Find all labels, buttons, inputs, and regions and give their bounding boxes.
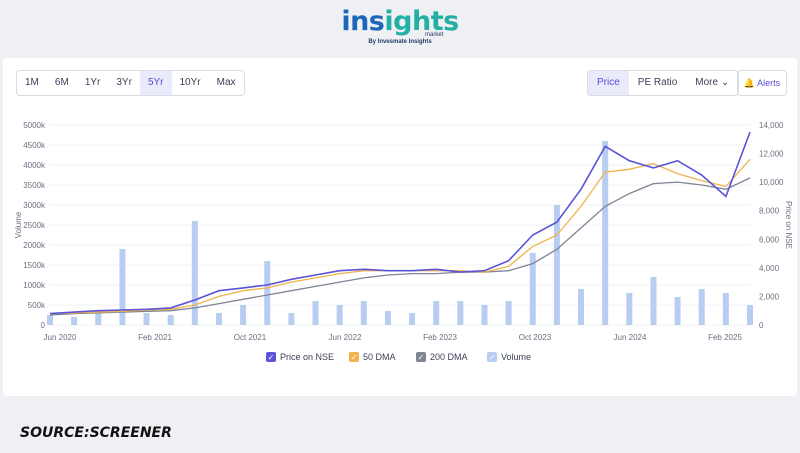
chart-card: 1M 6M 1Yr 3Yr 5Yr 10Yr Max Price PE Ratio More… <box>3 58 797 396</box>
y-left-tick-label: 5000k <box>23 121 46 130</box>
volume-bar <box>215 313 222 325</box>
legend-swatch <box>416 352 426 362</box>
volume-bar <box>336 305 343 325</box>
bell-icon: 🔔 <box>743 78 756 88</box>
y-right-tick-label: 0 <box>759 321 764 330</box>
x-tick-label: Feb 2021 <box>138 333 172 342</box>
range-5yr[interactable]: 5Yr <box>139 71 172 95</box>
brand-logo: insights By Invesmate Insights <box>0 6 800 46</box>
y-left-tick-label: 1000k <box>23 281 46 290</box>
dma200-line <box>49 177 751 316</box>
volume-bar <box>360 301 367 325</box>
y-left-tick-label: 4500k <box>23 141 46 150</box>
legend-item: 200 DMA <box>430 352 468 362</box>
checkbox-icon: ✓ <box>418 353 425 362</box>
volume-bar <box>119 249 126 325</box>
volume-bar <box>553 205 560 325</box>
range-3yr[interactable]: 3Yr <box>116 77 132 88</box>
volume-bar <box>626 293 633 325</box>
checkbox-icon: ✓ <box>489 353 496 362</box>
range-1yr[interactable]: 1Yr <box>84 77 101 88</box>
y-left-tick-label: 1500k <box>23 261 46 270</box>
volume-bar <box>529 253 536 325</box>
legend-item: Price on NSE <box>280 352 334 362</box>
volume-bar <box>747 305 753 325</box>
x-tick-label: Jun 2020 <box>44 333 77 342</box>
tab-more[interactable]: More ⌄ <box>686 71 738 95</box>
volume-bar <box>650 277 657 325</box>
volume-bar <box>457 301 464 325</box>
y-left-axis-label: Volume <box>14 211 23 238</box>
y-right-axis-label: Price on NSE <box>784 201 793 249</box>
tab-price[interactable]: Price <box>588 71 629 95</box>
x-tick-label: Feb 2023 <box>423 333 457 342</box>
range-max[interactable]: Max <box>216 77 236 88</box>
price-line <box>49 131 751 315</box>
checkbox-icon: ✓ <box>351 353 358 362</box>
stock-chart: 0 500k 1000k 1500k 2000k 2500k 3000k 3500k 4000k… <box>14 121 793 362</box>
checkbox-icon: ✓ <box>268 353 275 362</box>
y-right-tick-label: 14,000 <box>759 121 784 130</box>
volume-bar <box>264 261 271 325</box>
y-left-tick-label: 3000k <box>23 201 46 210</box>
y-left-tick-label: 3500k <box>23 181 46 190</box>
range-selector: 1M 6M 1Yr 3Yr 5Yr 10Yr Max <box>16 70 245 96</box>
volume-bar <box>288 313 295 325</box>
volume-bar <box>505 301 512 325</box>
chevron-down-icon: ⌄ <box>720 77 730 88</box>
x-tick-label: Jun 2024 <box>614 333 647 342</box>
dma50-line <box>49 158 751 315</box>
volume-bar <box>602 141 609 325</box>
range-10yr[interactable]: 10Yr <box>179 77 201 88</box>
legend-item: Volume <box>501 352 531 362</box>
y-left-tick-label: 2000k <box>23 241 46 250</box>
legend-swatch <box>266 352 276 362</box>
volume-bar <box>47 315 53 325</box>
volume-bar <box>578 289 585 325</box>
volume-bar <box>95 313 102 325</box>
brand-wordmark: insights <box>341 6 459 37</box>
y-left-tick-label: 4000k <box>23 161 46 170</box>
brand-tag: market <box>425 32 444 38</box>
volume-bar <box>191 221 198 325</box>
legend-swatch <box>349 352 359 362</box>
range-1m[interactable]: 1M <box>25 77 39 88</box>
volume-bar <box>481 305 488 325</box>
x-tick-label: Feb 2025 <box>708 333 742 342</box>
volume-bar <box>409 313 416 325</box>
y-left-tick-label: 500k <box>28 301 46 310</box>
y-right-tick-label: 6,000 <box>759 235 780 244</box>
tab-pe-ratio[interactable]: PE Ratio <box>637 77 678 88</box>
volume-bar <box>71 317 78 325</box>
y-right-tick-label: 8,000 <box>759 207 780 216</box>
alerts-button[interactable]: 🔔 Alerts <box>737 70 787 96</box>
volume-bar <box>698 289 705 325</box>
volume-bar <box>312 301 319 325</box>
y-right-tick-label: 12,000 <box>759 150 784 159</box>
volume-bar <box>433 301 440 325</box>
volume-bar <box>167 315 174 325</box>
brand-byline: By Invesmate Insights <box>368 39 432 45</box>
y-right-tick-label: 4,000 <box>759 264 780 273</box>
x-tick-label: Oct 2021 <box>234 333 267 342</box>
volume-bar <box>722 293 729 325</box>
legend-swatch <box>487 352 497 362</box>
y-right-tick-label: 10,000 <box>759 178 784 187</box>
x-tick-label: Jun 2022 <box>329 333 362 342</box>
volume-bar <box>240 305 247 325</box>
volume-bar <box>384 311 391 325</box>
x-tick-label: Oct 2023 <box>519 333 552 342</box>
alerts-label: Alerts <box>757 78 781 88</box>
metric-selector: Price PE Ratio More ⌄ <box>587 70 740 96</box>
source-caption: SOURCE:SCREENER <box>20 425 172 441</box>
y-left-tick-label: 2500k <box>23 221 46 230</box>
volume-bar <box>674 297 681 325</box>
y-right-tick-label: 2,000 <box>759 292 780 301</box>
tab-more-label: More <box>695 77 719 88</box>
legend-item: 50 DMA <box>363 352 396 362</box>
volume-bar <box>143 313 150 325</box>
y-left-tick-label: 0 <box>41 321 46 330</box>
range-6m[interactable]: 6M <box>54 77 69 88</box>
